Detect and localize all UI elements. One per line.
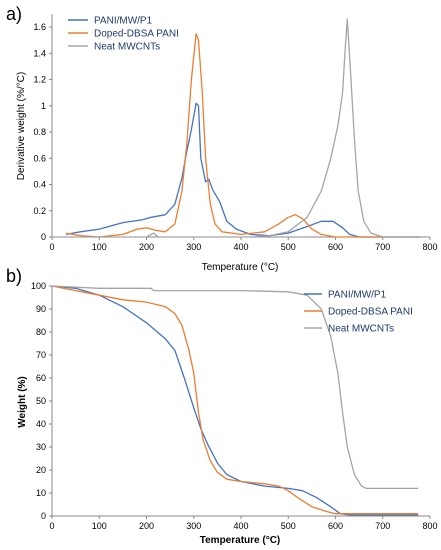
panel-b-y-axis-title: Weight (%) [17, 376, 28, 427]
panel-b-y-tick-label: 70 [36, 350, 46, 360]
panel-b-y-tick-label: 10 [36, 488, 46, 498]
panel-a-series-doped-dbsa-pani [66, 33, 421, 238]
panel-a-y-tick-label: 0 [41, 232, 46, 242]
panel-a-x-tick-label: 100 [92, 242, 107, 252]
panel-a-x-tick-label: 0 [49, 242, 54, 252]
panel-b-x-tick-label: 400 [233, 521, 248, 531]
panel-b-series-neat-mwcnts [51, 285, 419, 490]
panel-a-legend-label: PANI/MW/P1 [94, 16, 153, 27]
panel-a-legend-label: Doped-DBSA PANI [94, 29, 179, 40]
panel-b-axes: 0 100 200 300 400 500 600 700 800 0 10 20 30 40 50 60 70… [31, 281, 438, 531]
panel-b-label: b) [6, 266, 22, 286]
panel-b-y-tick-label: 0 [41, 511, 46, 521]
panel-b-x-tick-label: 0 [49, 521, 54, 531]
panel-a-x-tick-label: 400 [233, 242, 248, 252]
panel-a-x-tick-label: 800 [422, 242, 437, 252]
panel-a-x-tick-label: 700 [375, 242, 390, 252]
panel-b-x-tick-label: 200 [139, 521, 154, 531]
panel-b-y-tick-label: 50 [36, 396, 46, 406]
panel-a-chart: a) Derivative weight (%/°C) Temperature … [6, 4, 438, 273]
panel-b-series-lines [51, 285, 419, 516]
panel-a-label: a) [6, 4, 22, 24]
panel-a-y-tick-label: 1.6 [33, 22, 46, 32]
panel-a-y-tick-label: 1 [41, 101, 46, 111]
panel-a-axes: 0 100 200 300 400 500 600 700 800 0 0.2 0.4 0.6 0.8 1 1… [33, 14, 438, 252]
panel-a-y-axis-title: Derivative weight (%/°C) [16, 72, 27, 180]
panel-b-y-tick-label: 90 [36, 304, 46, 314]
panel-b-y-tick-label: 30 [36, 442, 46, 452]
panel-a-series-pani-mw-p1 [66, 102, 421, 238]
panel-b-x-tick-label: 700 [375, 521, 390, 531]
panel-a-legend: PANI/MW/P1 Doped-DBSA PANI Neat MWCNTs [68, 16, 179, 53]
panel-a-x-tick-label: 300 [186, 242, 201, 252]
panel-b-x-tick-label: 600 [328, 521, 343, 531]
panel-b-y-tick-label: 40 [36, 419, 46, 429]
panel-b-legend: PANI/MW/P1 Doped-DBSA PANI Neat MWCNTs [304, 290, 413, 335]
panel-b-series-doped-dbsa-pani [51, 285, 419, 515]
panel-b-legend-label: Doped-DBSA PANI [328, 307, 413, 318]
panel-b-y-tick-label: 80 [36, 327, 46, 337]
panel-b-y-tick-label: 20 [36, 465, 46, 475]
panel-b-legend-label: Neat MWCNTs [328, 324, 394, 335]
panel-b-y-tick-label: 60 [36, 373, 46, 383]
panel-a-x-tick-label: 200 [139, 242, 154, 252]
panel-a-y-tick-label: 0.8 [33, 127, 46, 137]
panel-a-series-lines [66, 18, 421, 238]
panel-a-x-tick-label: 600 [328, 242, 343, 252]
panel-a-x-axis-title: Temperature (°C) [202, 262, 279, 273]
panel-b-series-pani-mw-p1 [51, 285, 419, 516]
panel-a-y-tick-label: 0.6 [33, 153, 46, 163]
panel-b-chart: b) Weight (%) Temperature (°C) 0 100 200 30… [6, 266, 438, 546]
panel-b-x-axis-title: Temperature (°C) [200, 535, 281, 546]
panel-b-y-tick-label: 100 [31, 281, 46, 291]
panel-b-x-tick-label: 800 [422, 521, 437, 531]
panel-b-legend-label: PANI/MW/P1 [328, 290, 387, 301]
panel-a-y-tick-label: 1.4 [33, 48, 46, 58]
panel-b-x-tick-label: 100 [92, 521, 107, 531]
panel-a-x-tick-label: 500 [281, 242, 296, 252]
panel-a-legend-label: Neat MWCNTs [94, 42, 160, 53]
panel-a-y-tick-label: 0.2 [33, 206, 46, 216]
panel-a-series-neat-mwcnts [66, 18, 421, 238]
panel-a-y-tick-label: 1.2 [33, 75, 46, 85]
panel-a-y-tick-label: 0.4 [33, 180, 46, 190]
panel-b-x-tick-label: 300 [186, 521, 201, 531]
panel-b-x-tick-label: 500 [281, 521, 296, 531]
